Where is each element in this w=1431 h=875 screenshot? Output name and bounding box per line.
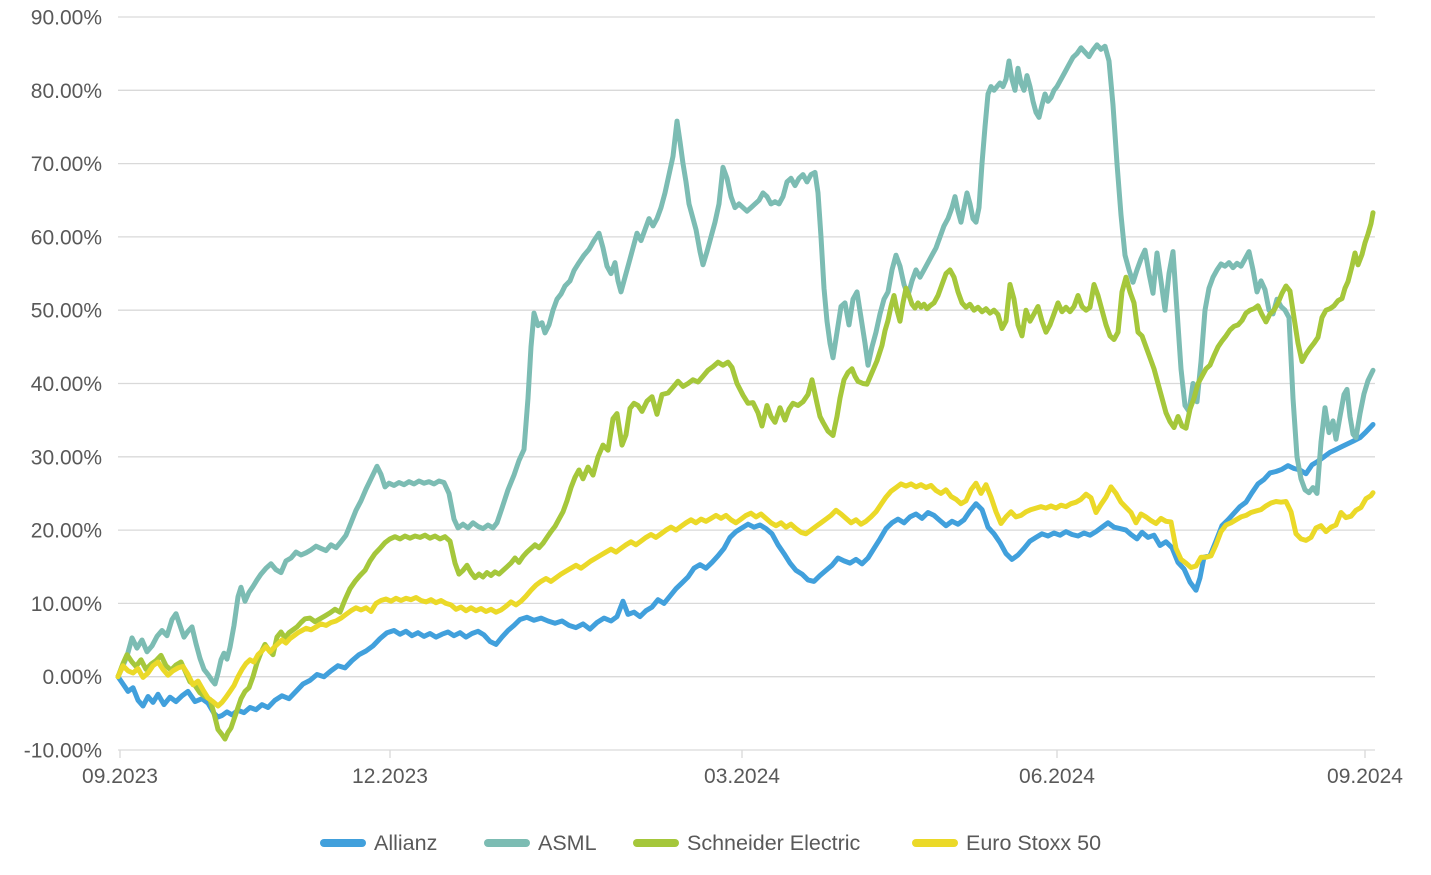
- x-tick-label: 06.2024: [1019, 765, 1095, 788]
- series-line-allianz: [115, 422, 1376, 720]
- legend-item-schneider-electric: Schneider Electric: [633, 830, 860, 856]
- legend-item-allianz: Allianz: [320, 830, 437, 856]
- legend-label-euro-stoxx-50: Euro Stoxx 50: [966, 830, 1102, 855]
- chart-legend: Allianz ASML Schneider Electric Euro Sto…: [0, 830, 1431, 860]
- x-tick-label: 09.2024: [1327, 765, 1403, 788]
- series-line-asml: [115, 42, 1376, 687]
- x-tick-label: 09.2023: [82, 765, 158, 788]
- y-tick-label: 0.00%: [42, 666, 102, 689]
- legend-swatch-allianz: [320, 839, 366, 847]
- y-tick-label: 20.00%: [31, 520, 102, 543]
- y-tick-label: 70.00%: [31, 153, 102, 176]
- y-tick-label: 50.00%: [31, 300, 102, 323]
- y-tick-label: 10.00%: [31, 593, 102, 616]
- series-line-euro-stoxx-50: [115, 480, 1376, 709]
- x-tick-label: 03.2024: [704, 765, 780, 788]
- legend-label-schneider-electric: Schneider Electric: [687, 830, 861, 855]
- y-tick-label: 60.00%: [31, 226, 102, 249]
- legend-label-asml: ASML: [538, 830, 597, 855]
- legend-label-allianz: Allianz: [374, 830, 438, 855]
- legend-item-asml: ASML: [484, 830, 597, 856]
- legend-swatch-euro-stoxx-50: [912, 839, 958, 847]
- legend-item-euro-stoxx-50: Euro Stoxx 50: [912, 830, 1101, 856]
- y-tick-label: 80.00%: [31, 80, 102, 103]
- series-line-schneider-electric: [115, 210, 1376, 742]
- legend-swatch-schneider-electric: [633, 839, 679, 847]
- x-tick-label: 12.2023: [352, 765, 428, 788]
- y-tick-label: 90.00%: [31, 7, 102, 30]
- y-tick-label: 30.00%: [31, 446, 102, 469]
- y-tick-label: 40.00%: [31, 373, 102, 396]
- legend-swatch-asml: [484, 839, 530, 847]
- y-tick-label: -10.00%: [24, 740, 102, 763]
